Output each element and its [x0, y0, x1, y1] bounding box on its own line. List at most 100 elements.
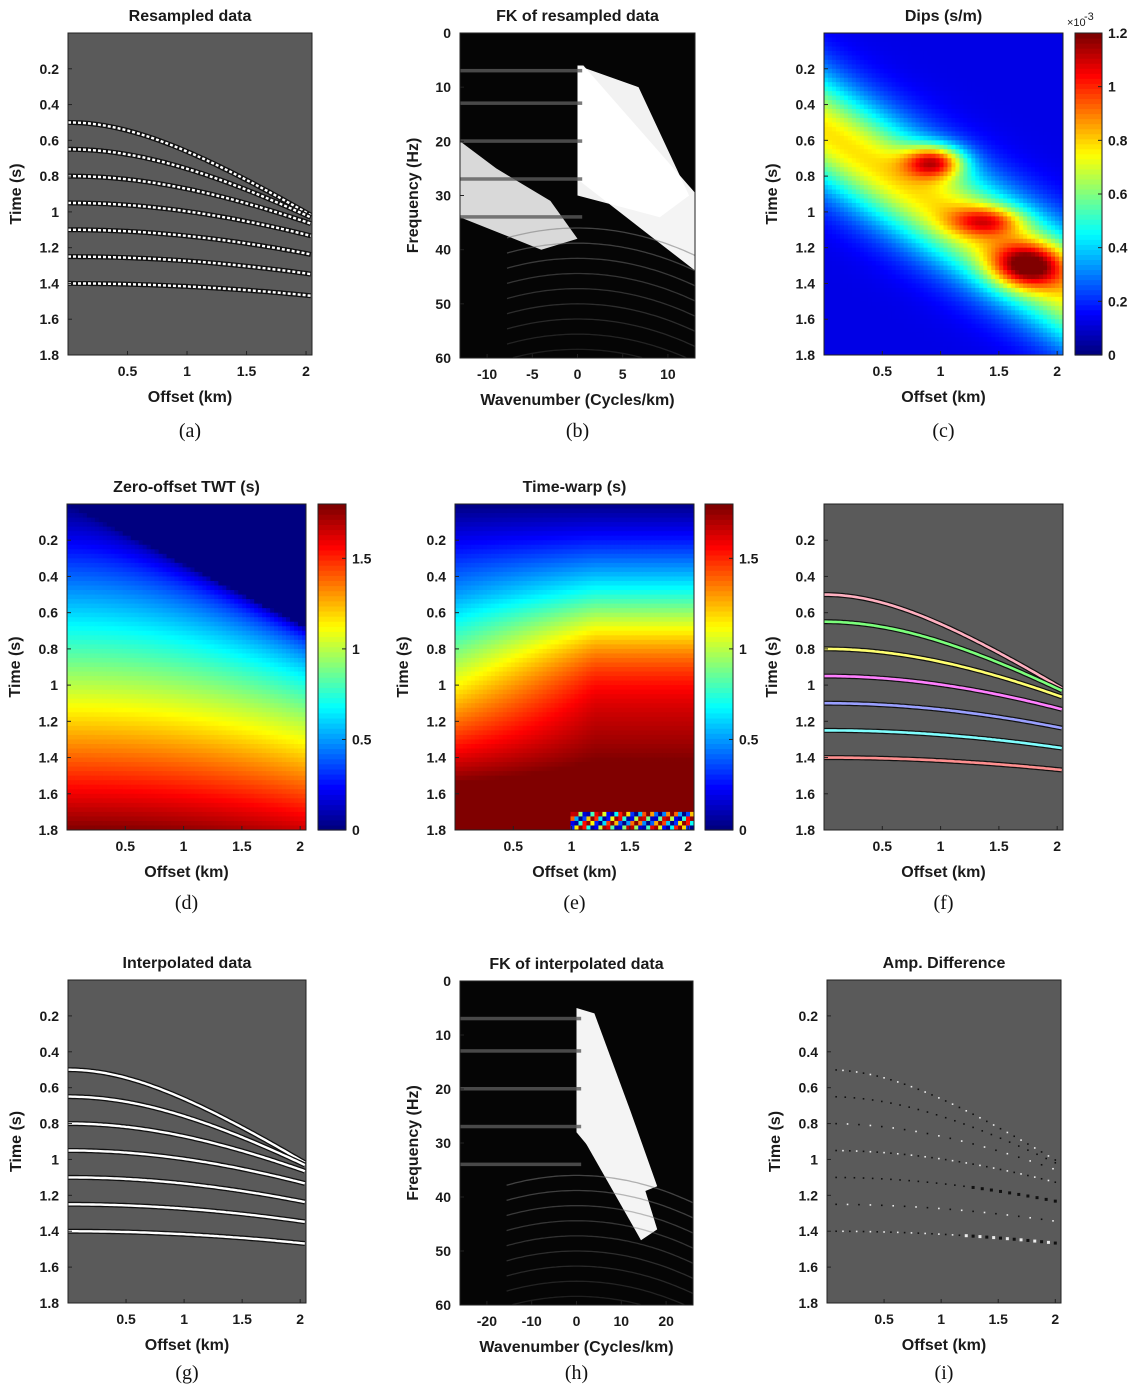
- heatmap-cell: [851, 323, 857, 329]
- heatmap-cell: [67, 612, 72, 618]
- heatmap-cell: [1051, 180, 1056, 186]
- heatmap-cell: [887, 301, 893, 307]
- heatmap-cell: [1051, 314, 1056, 320]
- heatmap-cell: [1019, 198, 1024, 204]
- heatmap-cell: [1007, 211, 1012, 217]
- heatmap-cell: [86, 585, 92, 591]
- heatmap-cell: [875, 140, 881, 146]
- heatmap-cell: [67, 771, 72, 777]
- heatmap-cell: [824, 265, 829, 271]
- heatmap-cell: [899, 194, 905, 200]
- heatmap-cell: [1003, 73, 1008, 79]
- heatmap-cell: [827, 332, 833, 338]
- heatmap-cell: [855, 216, 861, 222]
- heatmap-cell: [979, 337, 984, 343]
- heatmap-cell: [1047, 256, 1052, 262]
- heatmap-cell: [1031, 104, 1036, 110]
- heatmap-cell: [931, 229, 937, 235]
- heatmap-cell: [963, 131, 968, 137]
- heatmap-cell: [1055, 109, 1060, 115]
- heatmap-cell: [74, 585, 80, 591]
- heatmap-cell: [995, 77, 1000, 83]
- heatmap-cell: [959, 50, 965, 56]
- heatmap-cell: [931, 135, 937, 141]
- heatmap-cell: [1059, 82, 1063, 88]
- heatmap-cell: [67, 522, 72, 528]
- heatmap-cell: [1027, 109, 1032, 115]
- heatmap-cell: [895, 41, 901, 48]
- heatmap-cell: [1047, 296, 1052, 302]
- heatmap-cell: [859, 283, 865, 289]
- heatmap-cell: [971, 310, 976, 316]
- heatmap-cell: [827, 283, 833, 289]
- heatmap-cell: [943, 202, 949, 209]
- heatmap-cell: [879, 100, 885, 106]
- heatmap-cell: [70, 644, 76, 650]
- heatmap-cell: [947, 243, 953, 249]
- heatmap-cell: [835, 158, 841, 164]
- heatmap-cell: [991, 149, 996, 155]
- colorbar-step: [1075, 289, 1102, 296]
- heatmap-cell: [895, 198, 901, 204]
- heatmap-cell: [1051, 198, 1056, 204]
- heatmap-cell: [959, 167, 965, 173]
- heatmap-cell: [971, 305, 976, 311]
- heatmap-cell: [927, 46, 933, 52]
- heatmap-cell: [959, 117, 965, 124]
- colorbar-step: [1075, 279, 1102, 286]
- heatmap-cell: [955, 301, 961, 307]
- heatmap-cell: [995, 86, 1000, 92]
- heatmap-cell: [1047, 77, 1052, 83]
- heatmap-cell: [979, 350, 984, 355]
- heatmap-cell: [847, 202, 853, 209]
- heatmap-cell: [971, 256, 976, 262]
- heatmap-cell: [875, 323, 881, 329]
- heatmap-cell: [871, 350, 877, 355]
- heatmap-cell: [875, 341, 881, 347]
- heatmap-cell: [991, 185, 996, 191]
- heatmap-cell: [987, 220, 992, 226]
- heatmap-cell: [835, 33, 841, 39]
- heatmap-cell: [70, 580, 76, 587]
- heatmap-cell: [875, 310, 881, 316]
- heatmap-cell: [855, 234, 861, 240]
- heatmap-cell: [867, 207, 873, 213]
- heatmap-cell: [831, 225, 837, 231]
- heatmap-cell: [1059, 64, 1063, 70]
- heatmap-cell: [1003, 46, 1008, 52]
- heatmap-cell: [887, 104, 893, 110]
- heatmap-cell: [1011, 243, 1016, 249]
- colorbar-tick-label: 0.2: [1108, 293, 1128, 309]
- heatmap-cell: [951, 252, 957, 258]
- heatmap-cell: [847, 68, 853, 74]
- heatmap-cell: [1019, 216, 1024, 222]
- heatmap-cell: [975, 229, 980, 235]
- heatmap-cell: [923, 144, 929, 150]
- heatmap-cell: [927, 314, 933, 320]
- heatmap-cell: [831, 86, 837, 92]
- heatmap-cell: [887, 296, 893, 302]
- heatmap-cell: [1031, 50, 1036, 56]
- heatmap-cell: [967, 73, 972, 79]
- heatmap-cell: [831, 229, 837, 235]
- heatmap-cell: [1007, 82, 1012, 88]
- heatmap-cell: [931, 64, 937, 70]
- heatmap-cell: [855, 256, 861, 262]
- heatmap-cell: [835, 211, 841, 217]
- colorbar-step: [1075, 98, 1102, 105]
- heatmap-cell: [891, 33, 897, 39]
- heatmap-cell: [915, 234, 921, 240]
- heatmap-cell: [831, 50, 837, 56]
- heatmap-cell: [999, 46, 1004, 52]
- heatmap-cell: [943, 82, 949, 88]
- heatmap-cell: [1011, 328, 1016, 334]
- heatmap-cell: [843, 198, 849, 204]
- heatmap-cell: [78, 540, 84, 546]
- heatmap-cell: [839, 37, 845, 43]
- heatmap-cell: [831, 278, 837, 285]
- heatmap-cell: [967, 149, 972, 155]
- heatmap-cell: [835, 243, 841, 249]
- heatmap-cell: [78, 739, 84, 745]
- heatmap-cell: [959, 274, 965, 280]
- colorbar-step: [1075, 168, 1102, 175]
